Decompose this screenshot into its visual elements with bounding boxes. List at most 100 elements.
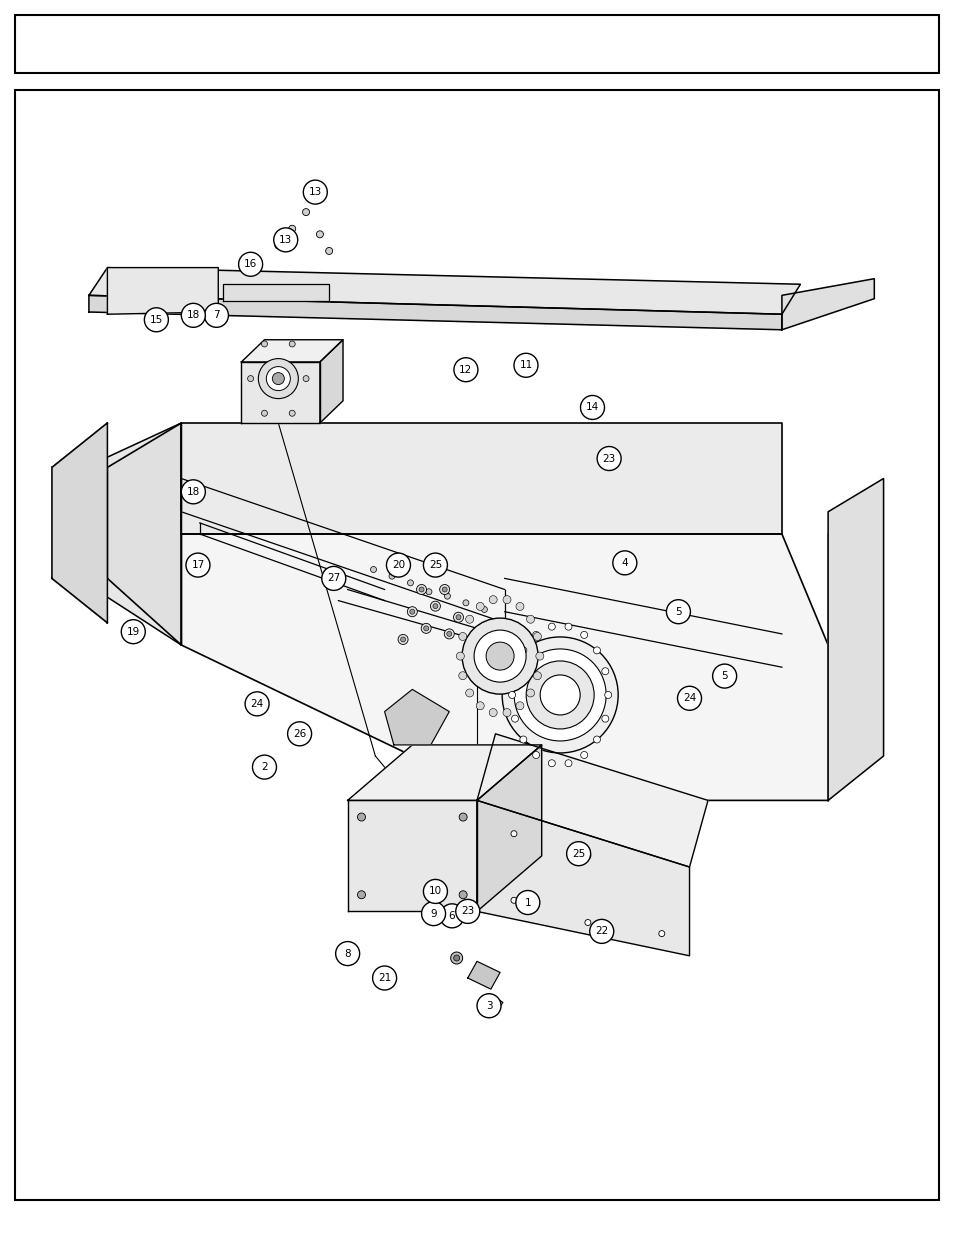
- Circle shape: [548, 760, 555, 767]
- Circle shape: [486, 642, 514, 671]
- Circle shape: [274, 242, 281, 249]
- Circle shape: [181, 304, 205, 327]
- Circle shape: [454, 955, 459, 961]
- Circle shape: [612, 551, 637, 574]
- Text: 12: 12: [458, 364, 472, 374]
- Circle shape: [514, 353, 537, 377]
- Circle shape: [476, 603, 484, 610]
- Circle shape: [303, 375, 309, 382]
- Text: 23: 23: [460, 906, 474, 916]
- Circle shape: [181, 480, 205, 504]
- Circle shape: [593, 736, 599, 743]
- Text: 9: 9: [430, 909, 436, 919]
- Text: 5: 5: [675, 606, 681, 616]
- Polygon shape: [89, 268, 800, 314]
- Circle shape: [444, 629, 454, 638]
- Circle shape: [458, 813, 467, 821]
- Circle shape: [289, 341, 294, 347]
- Circle shape: [245, 692, 269, 716]
- Circle shape: [516, 701, 523, 710]
- Circle shape: [444, 593, 450, 599]
- Text: 25: 25: [428, 561, 441, 571]
- Text: 7: 7: [213, 310, 219, 320]
- Bar: [15, 90, 938, 1200]
- Polygon shape: [476, 800, 689, 956]
- Text: 20: 20: [392, 561, 405, 571]
- Circle shape: [526, 615, 534, 624]
- Polygon shape: [827, 478, 882, 800]
- Circle shape: [458, 632, 466, 641]
- Circle shape: [456, 899, 479, 924]
- Circle shape: [516, 603, 523, 610]
- Circle shape: [238, 252, 262, 277]
- Circle shape: [423, 879, 447, 904]
- Polygon shape: [467, 961, 499, 989]
- Circle shape: [593, 647, 599, 653]
- Circle shape: [579, 395, 604, 420]
- Text: 11: 11: [518, 361, 532, 370]
- Circle shape: [526, 689, 534, 697]
- Circle shape: [454, 358, 477, 382]
- Circle shape: [204, 304, 228, 327]
- Circle shape: [601, 715, 608, 722]
- Text: 4: 4: [620, 558, 627, 568]
- Text: 18: 18: [187, 310, 200, 320]
- Circle shape: [501, 637, 618, 753]
- Text: 19: 19: [127, 626, 140, 637]
- Circle shape: [357, 890, 365, 899]
- Circle shape: [433, 604, 437, 609]
- Circle shape: [476, 994, 500, 1018]
- Circle shape: [666, 600, 690, 624]
- Circle shape: [456, 615, 460, 620]
- Circle shape: [450, 952, 462, 965]
- Polygon shape: [347, 800, 476, 911]
- Circle shape: [144, 308, 168, 332]
- Bar: [15, 15, 938, 73]
- Circle shape: [564, 624, 572, 630]
- Polygon shape: [827, 489, 873, 800]
- Circle shape: [502, 709, 511, 716]
- Polygon shape: [347, 745, 541, 800]
- Circle shape: [397, 635, 408, 645]
- Text: 6: 6: [448, 911, 455, 921]
- Text: 27: 27: [327, 573, 340, 583]
- Circle shape: [533, 672, 541, 679]
- Circle shape: [274, 227, 297, 252]
- Circle shape: [261, 341, 267, 347]
- Polygon shape: [108, 268, 218, 314]
- Circle shape: [439, 904, 463, 927]
- Circle shape: [266, 367, 290, 390]
- Text: 25: 25: [572, 848, 584, 858]
- Circle shape: [597, 447, 620, 471]
- Polygon shape: [384, 689, 449, 745]
- Circle shape: [423, 626, 428, 631]
- Polygon shape: [181, 534, 827, 800]
- Circle shape: [476, 701, 484, 710]
- Circle shape: [458, 672, 466, 679]
- Text: 23: 23: [602, 453, 615, 463]
- Circle shape: [511, 715, 518, 722]
- Text: 15: 15: [150, 315, 163, 325]
- Circle shape: [416, 584, 426, 594]
- Text: 16: 16: [244, 259, 257, 269]
- Polygon shape: [319, 340, 343, 424]
- Circle shape: [548, 624, 555, 630]
- Text: 13: 13: [309, 188, 321, 198]
- Circle shape: [516, 890, 539, 915]
- Circle shape: [373, 966, 396, 990]
- Text: 13: 13: [279, 235, 292, 245]
- Circle shape: [303, 180, 327, 204]
- Circle shape: [489, 709, 497, 716]
- Circle shape: [325, 247, 333, 254]
- Text: 1: 1: [524, 898, 531, 908]
- Circle shape: [584, 853, 590, 858]
- Circle shape: [439, 584, 449, 594]
- Circle shape: [519, 736, 526, 743]
- Circle shape: [261, 410, 267, 416]
- Circle shape: [604, 692, 611, 699]
- Circle shape: [400, 637, 405, 642]
- Circle shape: [302, 209, 309, 216]
- Polygon shape: [781, 279, 873, 330]
- Circle shape: [461, 618, 537, 694]
- Text: 26: 26: [293, 729, 306, 739]
